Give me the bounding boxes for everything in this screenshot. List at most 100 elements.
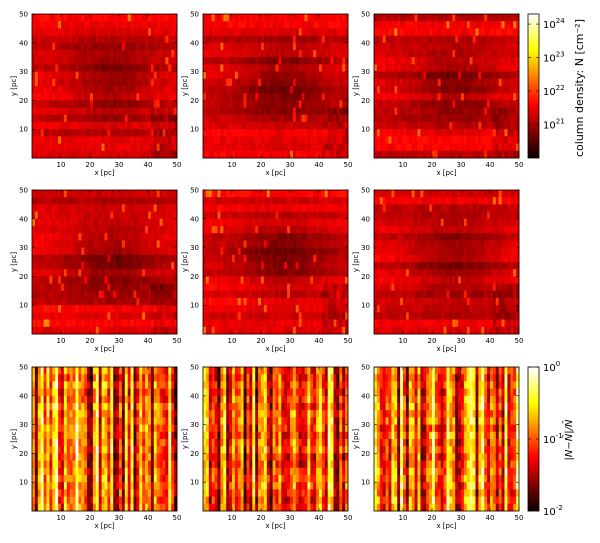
heatmap-cell [139,78,143,87]
heatmap-cell [84,150,88,159]
heatmap-cell [342,269,346,277]
heatmap-cell [92,129,97,137]
x-tick-label: 50 [515,161,524,169]
heatmap-cell [75,21,79,29]
heatmap-cell [119,233,123,241]
heatmap-cell [292,21,297,29]
heatmap-cell [269,276,273,284]
heatmap-cell [234,136,239,144]
heatmap-cell [504,93,508,101]
heatmap-cell [72,78,76,87]
heatmap-cell [319,42,323,51]
heatmap-cell [130,190,134,198]
heatmap-cell [162,129,166,137]
heatmap-cell [101,129,105,137]
heatmap-cell [37,283,42,292]
heatmap-cell [81,86,85,94]
heatmap-cell [292,129,297,137]
heatmap-cell [168,298,172,306]
heatmap-cell [324,276,329,284]
y-axis-label: y [pc] [181,76,189,96]
heatmap-cell [171,42,175,51]
heatmap-cell [440,100,444,108]
heatmap-cells-r1c2 [203,14,349,159]
heatmap-cell [49,204,53,212]
heatmap-cell [203,240,207,248]
heatmap-cell [504,14,508,22]
heatmap-cell [458,129,462,137]
heatmap-cell [481,150,485,159]
heatmap-cell [321,290,326,299]
heatmap-cell [92,57,97,65]
heatmap-cell [139,71,143,80]
heatmap-cell [174,326,178,335]
heatmap-cell [156,93,160,101]
heatmap-cell [84,93,88,101]
heatmap-cell [261,197,265,205]
heatmap-cell [66,204,71,212]
heatmap-cell [55,298,59,306]
heatmap-cell [492,42,497,51]
heatmap-cell [310,283,314,292]
heatmap-cell [32,136,36,144]
heatmap-cell [90,50,94,58]
heatmap-cell [275,28,279,36]
heatmap-cell [153,190,158,198]
heatmap-cell [90,35,94,44]
heatmap-cell [223,64,227,72]
heatmap-cell [84,50,88,58]
heatmap-cell [258,269,262,277]
heatmap-cell [495,143,500,152]
heatmap-cell [292,247,297,256]
heatmap-cell [321,204,326,212]
heatmap-cell [292,57,297,65]
heatmap-cell [498,136,502,144]
heatmap-cell [226,107,230,116]
heatmap-cell [171,86,175,94]
heatmap-cell [249,122,253,130]
heatmap-cell [255,218,259,227]
heatmap-cell [150,211,155,220]
heatmap-cell [66,129,71,137]
heatmap-cell [136,319,140,328]
heatmap-cell [211,107,215,116]
heatmap-cell [116,305,120,313]
heatmap-cell [408,129,413,137]
heatmap-cell [78,190,82,198]
heatmap-cell [214,86,218,94]
heatmap-cell [246,71,250,80]
heatmap-cell [165,233,169,241]
heatmap-cell [266,122,271,130]
heatmap-cell [127,197,131,205]
heatmap-cell [376,21,381,29]
heatmap-cell [171,122,175,130]
heatmap-cell [43,14,47,22]
heatmap-cell [87,100,91,108]
heatmap-cell [34,204,39,212]
heatmap-cell [87,86,91,94]
heatmap-cell [84,226,88,234]
heatmap-cell [113,136,117,144]
heatmap-cell [461,129,465,137]
heatmap-cell [321,254,326,263]
heatmap-cell [40,78,44,87]
heatmap-cell [211,57,215,65]
heatmap-cell [440,107,444,116]
heatmap-cell [269,247,273,256]
heatmap-cell [49,35,53,44]
heatmap-cell [426,78,430,87]
heatmap-cell [110,57,114,65]
heatmap-cell [400,107,404,116]
heatmap-cell [484,42,488,51]
heatmap-cell [234,283,239,292]
heatmap-cell [295,35,300,44]
heatmap-cell [408,42,413,51]
heatmap-cell [107,211,111,220]
heatmap-cell [46,290,50,299]
heatmap-cell [429,114,433,123]
heatmap-cell [63,122,68,130]
heatmap-cell [40,122,44,130]
heatmap-cell [124,57,129,65]
heatmap-cell [52,226,56,234]
heatmap-cell [92,86,97,94]
